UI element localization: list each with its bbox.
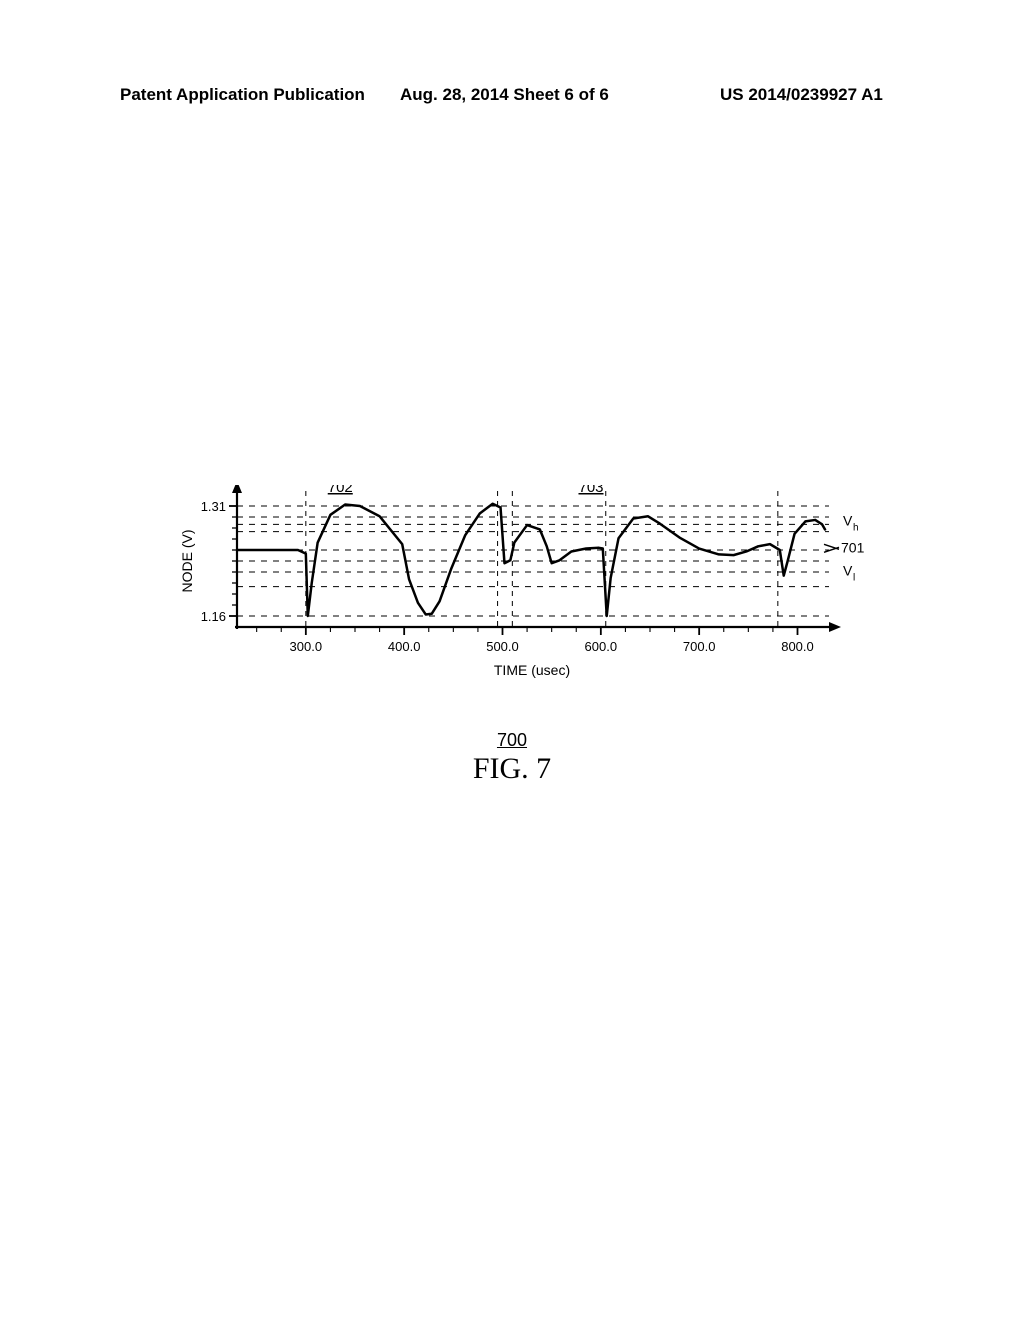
svg-text:h: h bbox=[853, 523, 859, 534]
svg-text:TIME (usec): TIME (usec) bbox=[494, 662, 570, 678]
svg-text:NODE (V): NODE (V) bbox=[179, 530, 195, 593]
svg-text:1.16: 1.16 bbox=[201, 609, 226, 624]
svg-text:800.0: 800.0 bbox=[781, 639, 814, 654]
voltage-chart: 1.16 1.31 300.0 400.0 500.0 600.0 700.0 800.0 TI… bbox=[175, 485, 895, 705]
svg-text:703: 703 bbox=[578, 485, 603, 496]
svg-text:V: V bbox=[843, 563, 853, 579]
header-right: US 2014/0239927 A1 bbox=[720, 85, 883, 105]
figure-number: 700 bbox=[0, 730, 1024, 751]
svg-text:701: 701 bbox=[841, 539, 865, 555]
svg-text:V: V bbox=[843, 513, 853, 529]
svg-text:700.0: 700.0 bbox=[683, 639, 716, 654]
svg-text:400.0: 400.0 bbox=[388, 639, 421, 654]
header-center: Aug. 28, 2014 Sheet 6 of 6 bbox=[400, 85, 609, 105]
svg-text:1.31: 1.31 bbox=[201, 499, 226, 514]
svg-text:600.0: 600.0 bbox=[585, 639, 618, 654]
svg-text:500.0: 500.0 bbox=[486, 639, 519, 654]
chart-svg: 1.16 1.31 300.0 400.0 500.0 600.0 700.0 800.0 TI… bbox=[175, 485, 895, 705]
svg-text:l: l bbox=[853, 573, 855, 584]
header-left: Patent Application Publication bbox=[120, 85, 365, 105]
svg-text:300.0: 300.0 bbox=[290, 639, 323, 654]
figure-label: FIG. 7 bbox=[0, 752, 1024, 786]
svg-text:702: 702 bbox=[328, 485, 353, 496]
